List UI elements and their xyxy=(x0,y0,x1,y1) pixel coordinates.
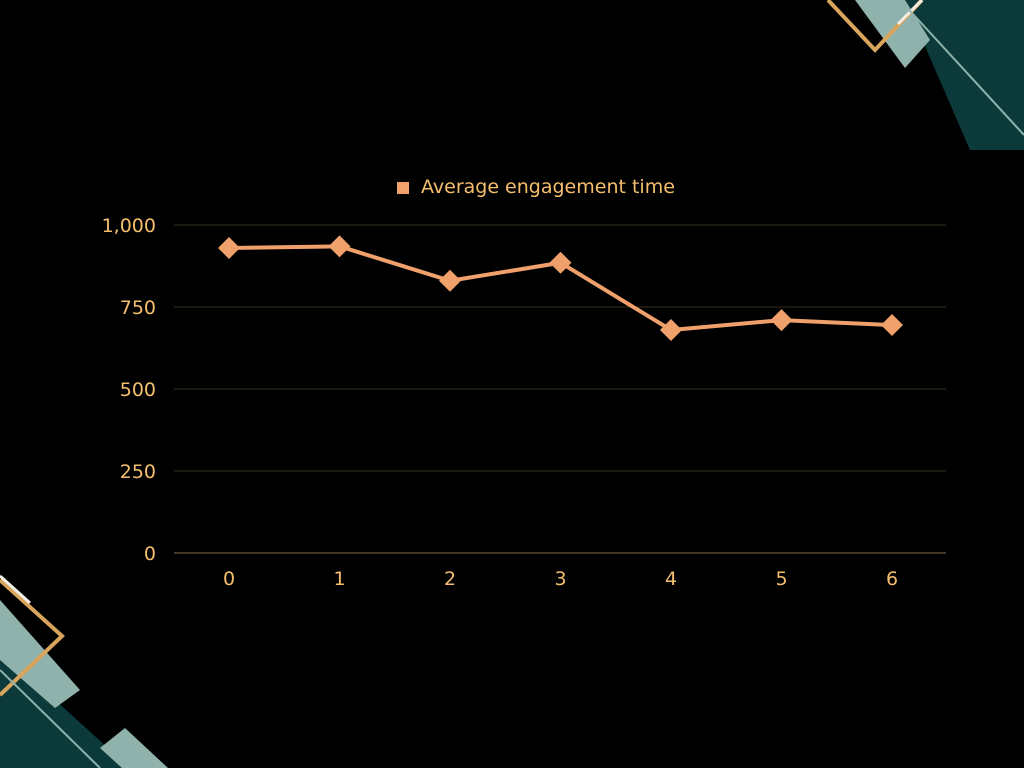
decor-gold-chevron xyxy=(0,578,65,697)
x-tick-label: 3 xyxy=(554,568,566,590)
x-tick-label: 1 xyxy=(333,568,345,590)
data-point-marker xyxy=(328,235,351,258)
decor-teal-light-shape xyxy=(100,728,168,768)
y-tick-label: 750 xyxy=(120,297,156,319)
legend-label: Average engagement time xyxy=(421,176,675,198)
data-point-marker xyxy=(881,314,903,337)
x-tick-label: 4 xyxy=(665,568,677,590)
x-tick-label: 5 xyxy=(775,568,787,590)
data-point-marker xyxy=(549,251,572,274)
series-group xyxy=(218,235,903,341)
decor-teal-line xyxy=(0,669,101,768)
data-point-marker xyxy=(770,309,793,332)
decor-teal-light-shape xyxy=(0,600,80,708)
grid xyxy=(174,224,946,554)
y-tick-label: 250 xyxy=(120,461,156,483)
x-tick-label: 2 xyxy=(444,568,456,590)
y-tick-label: 1,000 xyxy=(102,215,156,237)
x-tick-label: 0 xyxy=(223,568,235,590)
x-tick-label: 6 xyxy=(886,568,898,590)
decor-white-line xyxy=(0,574,32,605)
x-axis-ticks: 0 1 2 3 4 5 6 xyxy=(223,568,898,590)
decor-teal-line xyxy=(899,0,1024,136)
legend: Average engagement time xyxy=(397,176,675,198)
corner-decoration-top-right xyxy=(826,0,1024,150)
data-point-marker xyxy=(218,236,240,259)
data-point-marker xyxy=(439,269,461,292)
decor-teal-dark-shape xyxy=(905,0,1024,150)
data-point-marker xyxy=(660,318,682,341)
legend-swatch xyxy=(397,182,409,194)
y-tick-label: 500 xyxy=(120,379,156,401)
y-tick-label: 0 xyxy=(144,543,156,565)
corner-decoration-bottom-left xyxy=(0,574,168,768)
y-axis-ticks: 0 250 500 750 1,000 xyxy=(102,215,156,565)
